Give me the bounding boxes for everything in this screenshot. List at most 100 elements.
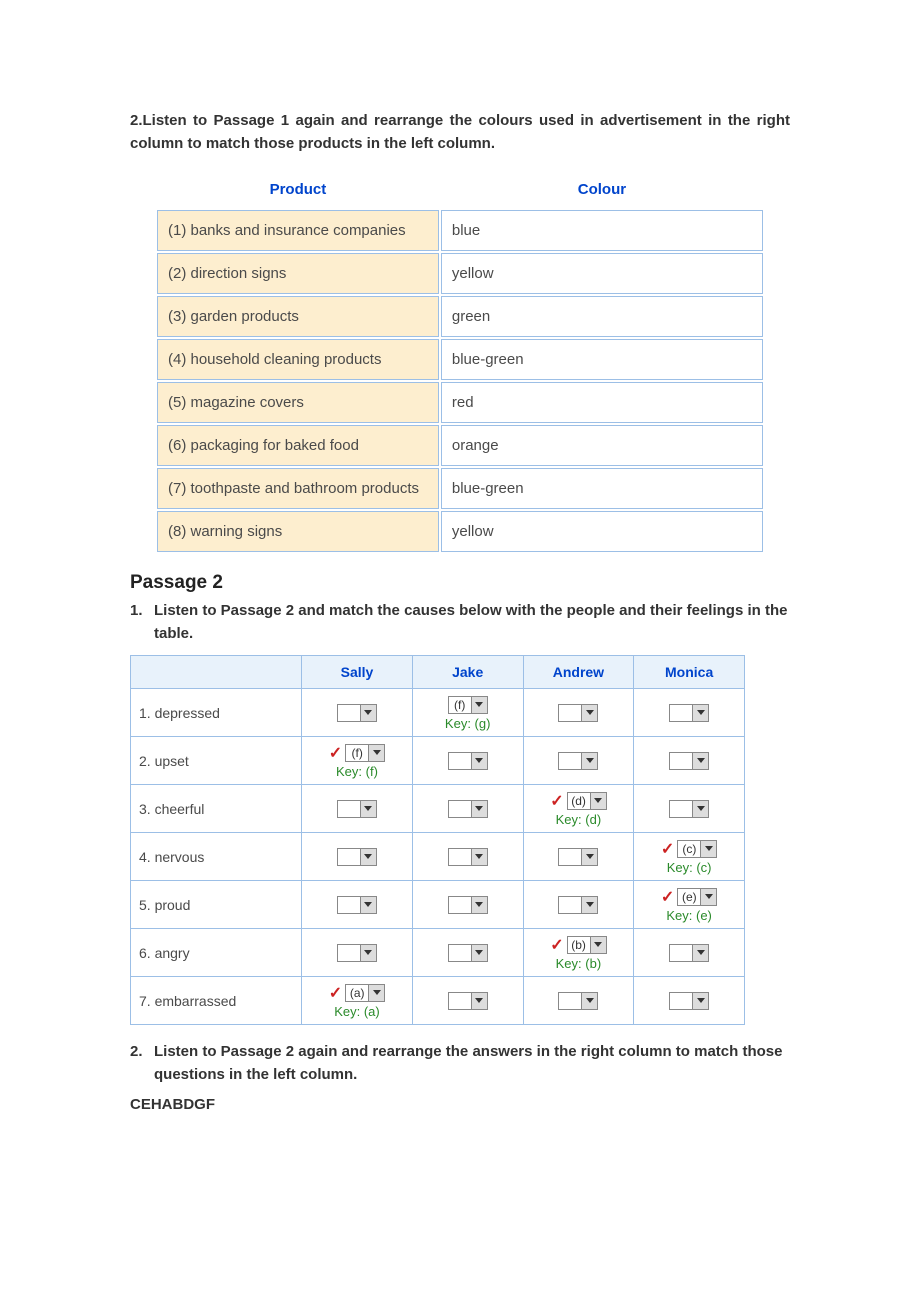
dropdown-value (449, 993, 471, 1009)
chevron-down-icon[interactable] (360, 801, 376, 817)
answer-dropdown[interactable] (669, 944, 709, 962)
answer-dropdown[interactable] (448, 752, 488, 770)
answer-dropdown[interactable] (558, 704, 598, 722)
chevron-down-icon[interactable] (692, 993, 708, 1009)
chevron-down-icon[interactable] (360, 897, 376, 913)
product-cell: (3) garden products (157, 296, 439, 337)
answer-dropdown[interactable]: (e) (677, 888, 717, 906)
chevron-down-icon[interactable] (692, 801, 708, 817)
answer-key: Key: (a) (334, 1005, 380, 1018)
table-row: (3) garden productsgreen (157, 296, 763, 337)
answer-dropdown[interactable] (669, 704, 709, 722)
dropdown-value: (f) (346, 745, 368, 761)
colour-cell: yellow (441, 253, 763, 294)
answer-dropdown[interactable] (337, 800, 377, 818)
chevron-down-icon[interactable] (360, 945, 376, 961)
product-colour-table: Product Colour (1) banks and insurance c… (155, 173, 765, 554)
t2-col-header: Sally (302, 656, 413, 689)
chevron-down-icon[interactable] (368, 745, 384, 761)
answer-dropdown[interactable]: (c) (677, 840, 717, 858)
chevron-down-icon[interactable] (471, 697, 487, 713)
chevron-down-icon[interactable] (581, 849, 597, 865)
answer-dropdown[interactable]: (a) (345, 984, 385, 1002)
table-row: (5) magazine coversred (157, 382, 763, 423)
chevron-down-icon[interactable] (471, 993, 487, 1009)
answer-key: Key: (f) (336, 765, 378, 778)
dropdown-value (449, 753, 471, 769)
chevron-down-icon[interactable] (360, 849, 376, 865)
matrix-cell: ✓(c)Key: (c) (634, 833, 745, 881)
answer-dropdown[interactable]: (f) (345, 744, 385, 762)
answer-dropdown[interactable] (558, 896, 598, 914)
chevron-down-icon[interactable] (700, 841, 716, 857)
chevron-down-icon[interactable] (590, 793, 606, 809)
table-row: 4. nervous ✓(c)Key: (c) (131, 833, 745, 881)
dropdown-value: (b) (568, 937, 590, 953)
chevron-down-icon[interactable] (692, 945, 708, 961)
answer-dropdown[interactable] (669, 992, 709, 1010)
answer-dropdown[interactable] (669, 752, 709, 770)
dropdown-value (338, 897, 360, 913)
chevron-down-icon[interactable] (368, 985, 384, 1001)
chevron-down-icon[interactable] (692, 705, 708, 721)
top-instruction: 2.Listen to Passage 1 again and rearrang… (130, 110, 790, 155)
chevron-down-icon[interactable] (590, 937, 606, 953)
chevron-down-icon[interactable] (471, 801, 487, 817)
dropdown-value (670, 801, 692, 817)
answer-dropdown[interactable] (337, 704, 377, 722)
answer-key: Key: (g) (445, 717, 491, 730)
t2-row-header: 4. nervous (131, 833, 302, 881)
answer-dropdown[interactable] (448, 800, 488, 818)
answer-dropdown[interactable] (337, 896, 377, 914)
chevron-down-icon[interactable] (692, 753, 708, 769)
t2-row-header: 2. upset (131, 737, 302, 785)
chevron-down-icon[interactable] (471, 849, 487, 865)
chevron-down-icon[interactable] (581, 993, 597, 1009)
dropdown-value: (d) (568, 793, 590, 809)
colour-cell: blue-green (441, 339, 763, 380)
chevron-down-icon[interactable] (581, 897, 597, 913)
chevron-down-icon[interactable] (360, 705, 376, 721)
chevron-down-icon[interactable] (471, 897, 487, 913)
chevron-down-icon[interactable] (471, 753, 487, 769)
dropdown-value (338, 801, 360, 817)
answer-dropdown[interactable] (448, 944, 488, 962)
answer-dropdown[interactable]: (f) (448, 696, 488, 714)
answer-dropdown[interactable] (448, 896, 488, 914)
chevron-down-icon[interactable] (700, 889, 716, 905)
chevron-down-icon[interactable] (471, 945, 487, 961)
dropdown-value: (f) (449, 697, 471, 713)
matrix-cell (302, 881, 413, 929)
matrix-cell (523, 833, 634, 881)
matrix-cell: (f) Key: (g) (412, 689, 523, 737)
matrix-cell (412, 833, 523, 881)
chevron-down-icon[interactable] (581, 753, 597, 769)
table-row: (8) warning signsyellow (157, 511, 763, 552)
answer-dropdown[interactable] (448, 992, 488, 1010)
answer-dropdown[interactable]: (d) (567, 792, 607, 810)
colour-cell: orange (441, 425, 763, 466)
dropdown-value (559, 897, 581, 913)
t2-row-header: 5. proud (131, 881, 302, 929)
answer-dropdown[interactable] (558, 752, 598, 770)
answer-dropdown[interactable] (558, 992, 598, 1010)
answer-dropdown[interactable]: (b) (567, 936, 607, 954)
t2-col-header: Monica (634, 656, 745, 689)
product-cell: (6) packaging for baked food (157, 425, 439, 466)
answer-dropdown[interactable] (448, 848, 488, 866)
dropdown-value (338, 945, 360, 961)
answer-dropdown[interactable] (337, 944, 377, 962)
answer-dropdown[interactable] (337, 848, 377, 866)
t2-row-header: 6. angry (131, 929, 302, 977)
answer-dropdown[interactable] (669, 800, 709, 818)
dropdown-value (449, 897, 471, 913)
dropdown-value (559, 705, 581, 721)
matrix-cell: ✓(f)Key: (f) (302, 737, 413, 785)
answer-dropdown[interactable] (558, 848, 598, 866)
table-row: 2. upset✓(f)Key: (f) (131, 737, 745, 785)
table-row: 7. embarrassed✓(a)Key: (a) (131, 977, 745, 1025)
chevron-down-icon[interactable] (581, 705, 597, 721)
product-cell: (1) banks and insurance companies (157, 210, 439, 251)
dropdown-value (670, 993, 692, 1009)
table-row: 1. depressed (f)Key: (g) (131, 689, 745, 737)
